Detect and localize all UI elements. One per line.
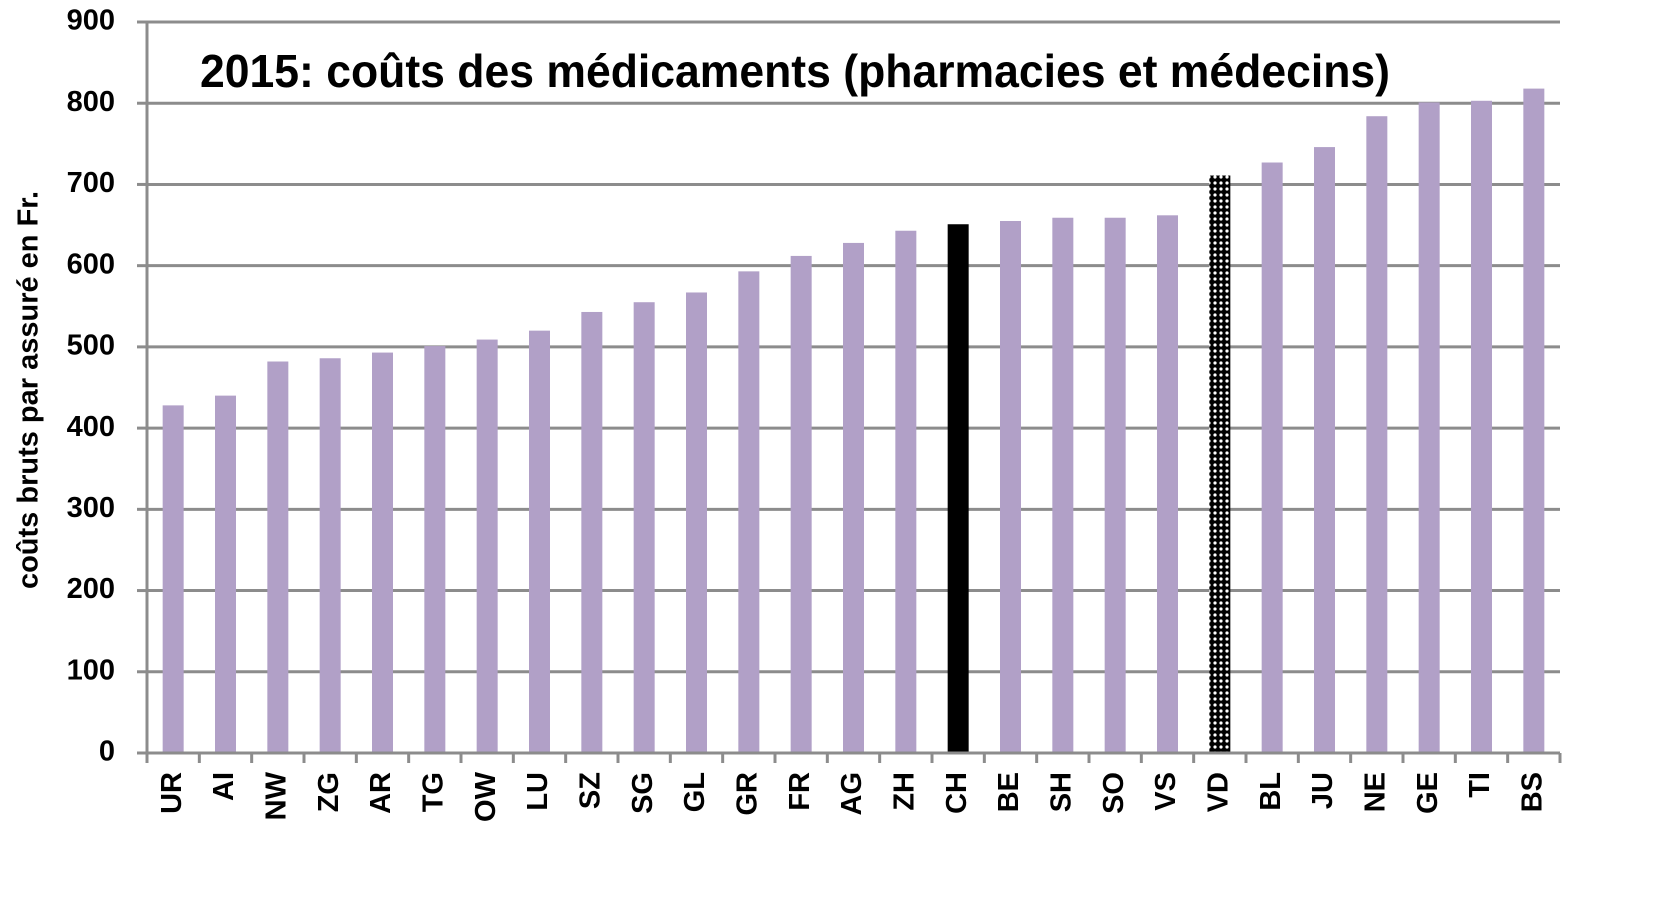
x-tick-label: LU	[522, 772, 554, 811]
bar	[215, 395, 236, 753]
x-tick-label: VS	[1150, 772, 1182, 811]
x-tick-label: BE	[993, 772, 1025, 812]
y-tick-label: 900	[67, 5, 115, 37]
x-tick-label: AI	[208, 772, 240, 801]
bar	[267, 361, 289, 753]
bar	[1000, 220, 1021, 753]
bar	[1523, 88, 1545, 753]
bar	[843, 242, 864, 753]
bar	[947, 224, 969, 753]
x-tick-label: ZH	[888, 772, 920, 811]
bar	[895, 230, 917, 754]
x-tick-label: BS	[1516, 772, 1548, 812]
bar	[1471, 100, 1492, 754]
x-tick-label: AR	[365, 772, 397, 814]
x-tick-label: SO	[1098, 772, 1130, 814]
bar	[686, 292, 707, 753]
bar	[1314, 147, 1335, 754]
bar	[1418, 102, 1440, 753]
y-tick-label: 700	[67, 167, 115, 199]
y-tick-label: 500	[67, 330, 115, 362]
x-tick-label: AG	[836, 772, 868, 816]
x-tick-label: SH	[1045, 772, 1077, 812]
bar	[633, 302, 655, 753]
bar	[1209, 175, 1231, 753]
x-tick-label: OW	[470, 771, 502, 822]
x-tick-label: GR	[731, 772, 763, 816]
bar	[372, 352, 393, 753]
x-tick-label: GE	[1412, 772, 1444, 814]
chart-title: 2015: coûts des médicaments (pharmacies …	[200, 45, 1390, 97]
x-tick-label: NW	[260, 771, 292, 820]
y-tick-label: 400	[67, 411, 115, 443]
x-tick-label: TI	[1464, 772, 1496, 798]
x-tick-label: GL	[679, 772, 711, 812]
x-tick-label: SZ	[574, 772, 606, 809]
bar	[581, 311, 603, 753]
bar	[424, 346, 446, 753]
x-tick-label: SG	[627, 772, 659, 814]
y-tick-label: 200	[67, 573, 115, 605]
x-tick-label: FR	[784, 772, 816, 811]
y-tick-label: 0	[99, 736, 115, 768]
bar	[529, 330, 550, 753]
x-tick-label: TG	[417, 772, 449, 812]
x-tick-label: VD	[1202, 772, 1234, 812]
y-tick-label: 100	[67, 654, 115, 686]
x-tick-label: NE	[1359, 772, 1391, 812]
x-tick-label: BL	[1255, 772, 1287, 811]
bar	[1366, 116, 1388, 754]
x-tick-label: JU	[1307, 772, 1339, 809]
bar	[790, 255, 812, 754]
bar	[162, 405, 184, 753]
x-tick-label: UR	[156, 772, 188, 814]
x-tick-label: ZG	[313, 772, 345, 812]
bar	[1261, 162, 1283, 753]
x-tick-label: CH	[941, 772, 973, 814]
y-tick-label: 300	[67, 492, 115, 524]
y-tick-label: 800	[67, 86, 115, 118]
y-tick-label: 600	[67, 248, 115, 280]
bar	[476, 339, 498, 753]
bar	[319, 358, 341, 753]
bar	[1157, 215, 1178, 753]
bar	[1104, 217, 1126, 754]
bar	[738, 271, 760, 753]
bar	[1052, 217, 1074, 754]
y-axis-title: coûts bruts par assuré en Fr.	[13, 191, 45, 589]
